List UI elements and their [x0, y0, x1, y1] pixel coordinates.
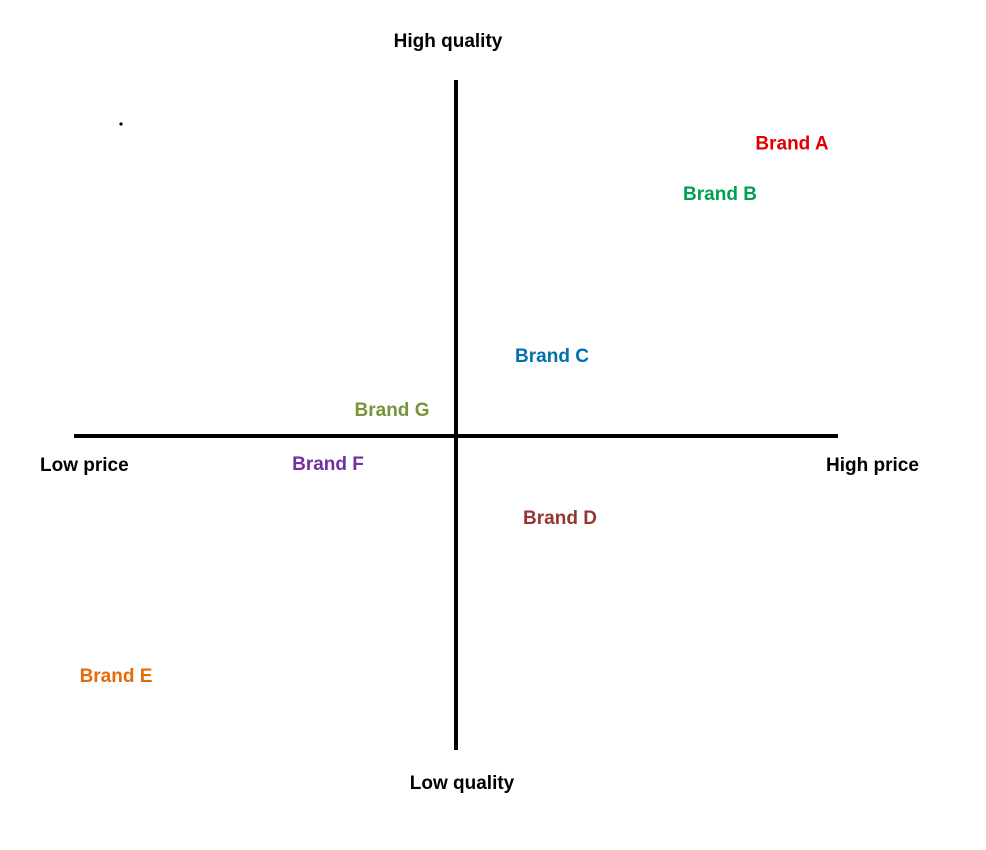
brand-label-brand-a: Brand A — [755, 133, 828, 154]
brand-label-brand-g: Brand G — [355, 400, 430, 421]
stray-dot — [119, 122, 123, 126]
brand-label-brand-c: Brand C — [515, 346, 589, 367]
axis-label-low-price: Low price — [40, 455, 129, 476]
brand-label-brand-e: Brand E — [80, 666, 153, 687]
brand-label-brand-d: Brand D — [523, 508, 597, 529]
axis-label-high-quality: High quality — [394, 31, 503, 52]
axis-label-high-price: High price — [826, 455, 919, 476]
brand-layer: Brand A Brand B Brand C Brand D Brand E Brand… — [80, 133, 829, 687]
brand-label-brand-b: Brand B — [683, 184, 757, 205]
axis-label-low-quality: Low quality — [410, 773, 515, 794]
brand-label-brand-f: Brand F — [292, 454, 364, 475]
